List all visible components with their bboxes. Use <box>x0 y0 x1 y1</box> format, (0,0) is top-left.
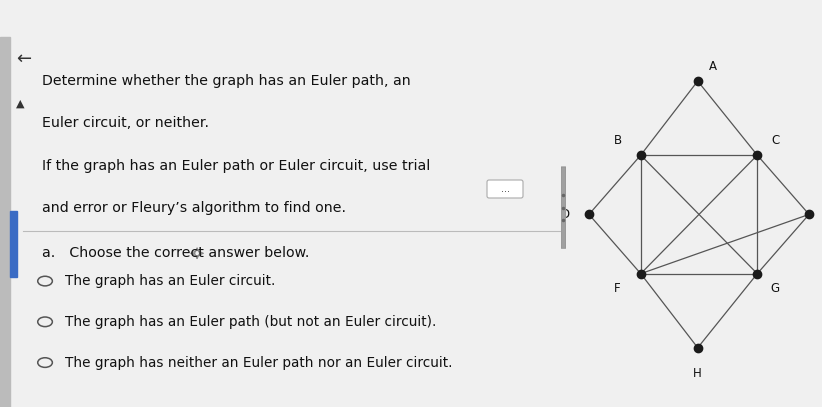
Text: G: G <box>771 282 780 295</box>
Text: F: F <box>614 282 621 295</box>
FancyBboxPatch shape <box>487 180 523 198</box>
Text: and error or Fleury’s algorithm to find one.: and error or Fleury’s algorithm to find … <box>42 201 346 215</box>
Text: B: B <box>613 134 621 147</box>
Text: The graph has an Euler circuit.: The graph has an Euler circuit. <box>65 274 275 288</box>
Text: The graph has neither an Euler path nor an Euler circuit.: The graph has neither an Euler path nor … <box>65 356 452 370</box>
Bar <box>0 37 10 407</box>
Text: If the graph has an Euler path or Euler circuit, use trial: If the graph has an Euler path or Euler … <box>42 159 431 173</box>
Text: The graph has an Euler path (but not an Euler circuit).: The graph has an Euler path (but not an … <box>65 315 436 329</box>
Bar <box>10 211 17 278</box>
Text: ←: ← <box>16 50 31 68</box>
Text: Determine whether the graph has an Euler path, an: Determine whether the graph has an Euler… <box>42 74 411 88</box>
Text: ⬜: ⬜ <box>195 249 200 258</box>
Text: H: H <box>693 367 702 380</box>
Text: C: C <box>771 134 779 147</box>
Text: Euler circuit, or neither.: Euler circuit, or neither. <box>42 116 210 130</box>
Text: ...: ... <box>501 184 510 194</box>
FancyBboxPatch shape <box>561 167 566 248</box>
Text: D: D <box>561 208 570 221</box>
Text: ▲: ▲ <box>16 98 25 108</box>
Text: A: A <box>709 60 718 73</box>
Text: a. Choose the correct answer below.: a. Choose the correct answer below. <box>42 246 310 260</box>
